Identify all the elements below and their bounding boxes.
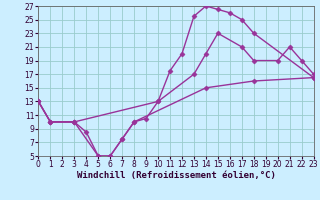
X-axis label: Windchill (Refroidissement éolien,°C): Windchill (Refroidissement éolien,°C) (76, 171, 276, 180)
